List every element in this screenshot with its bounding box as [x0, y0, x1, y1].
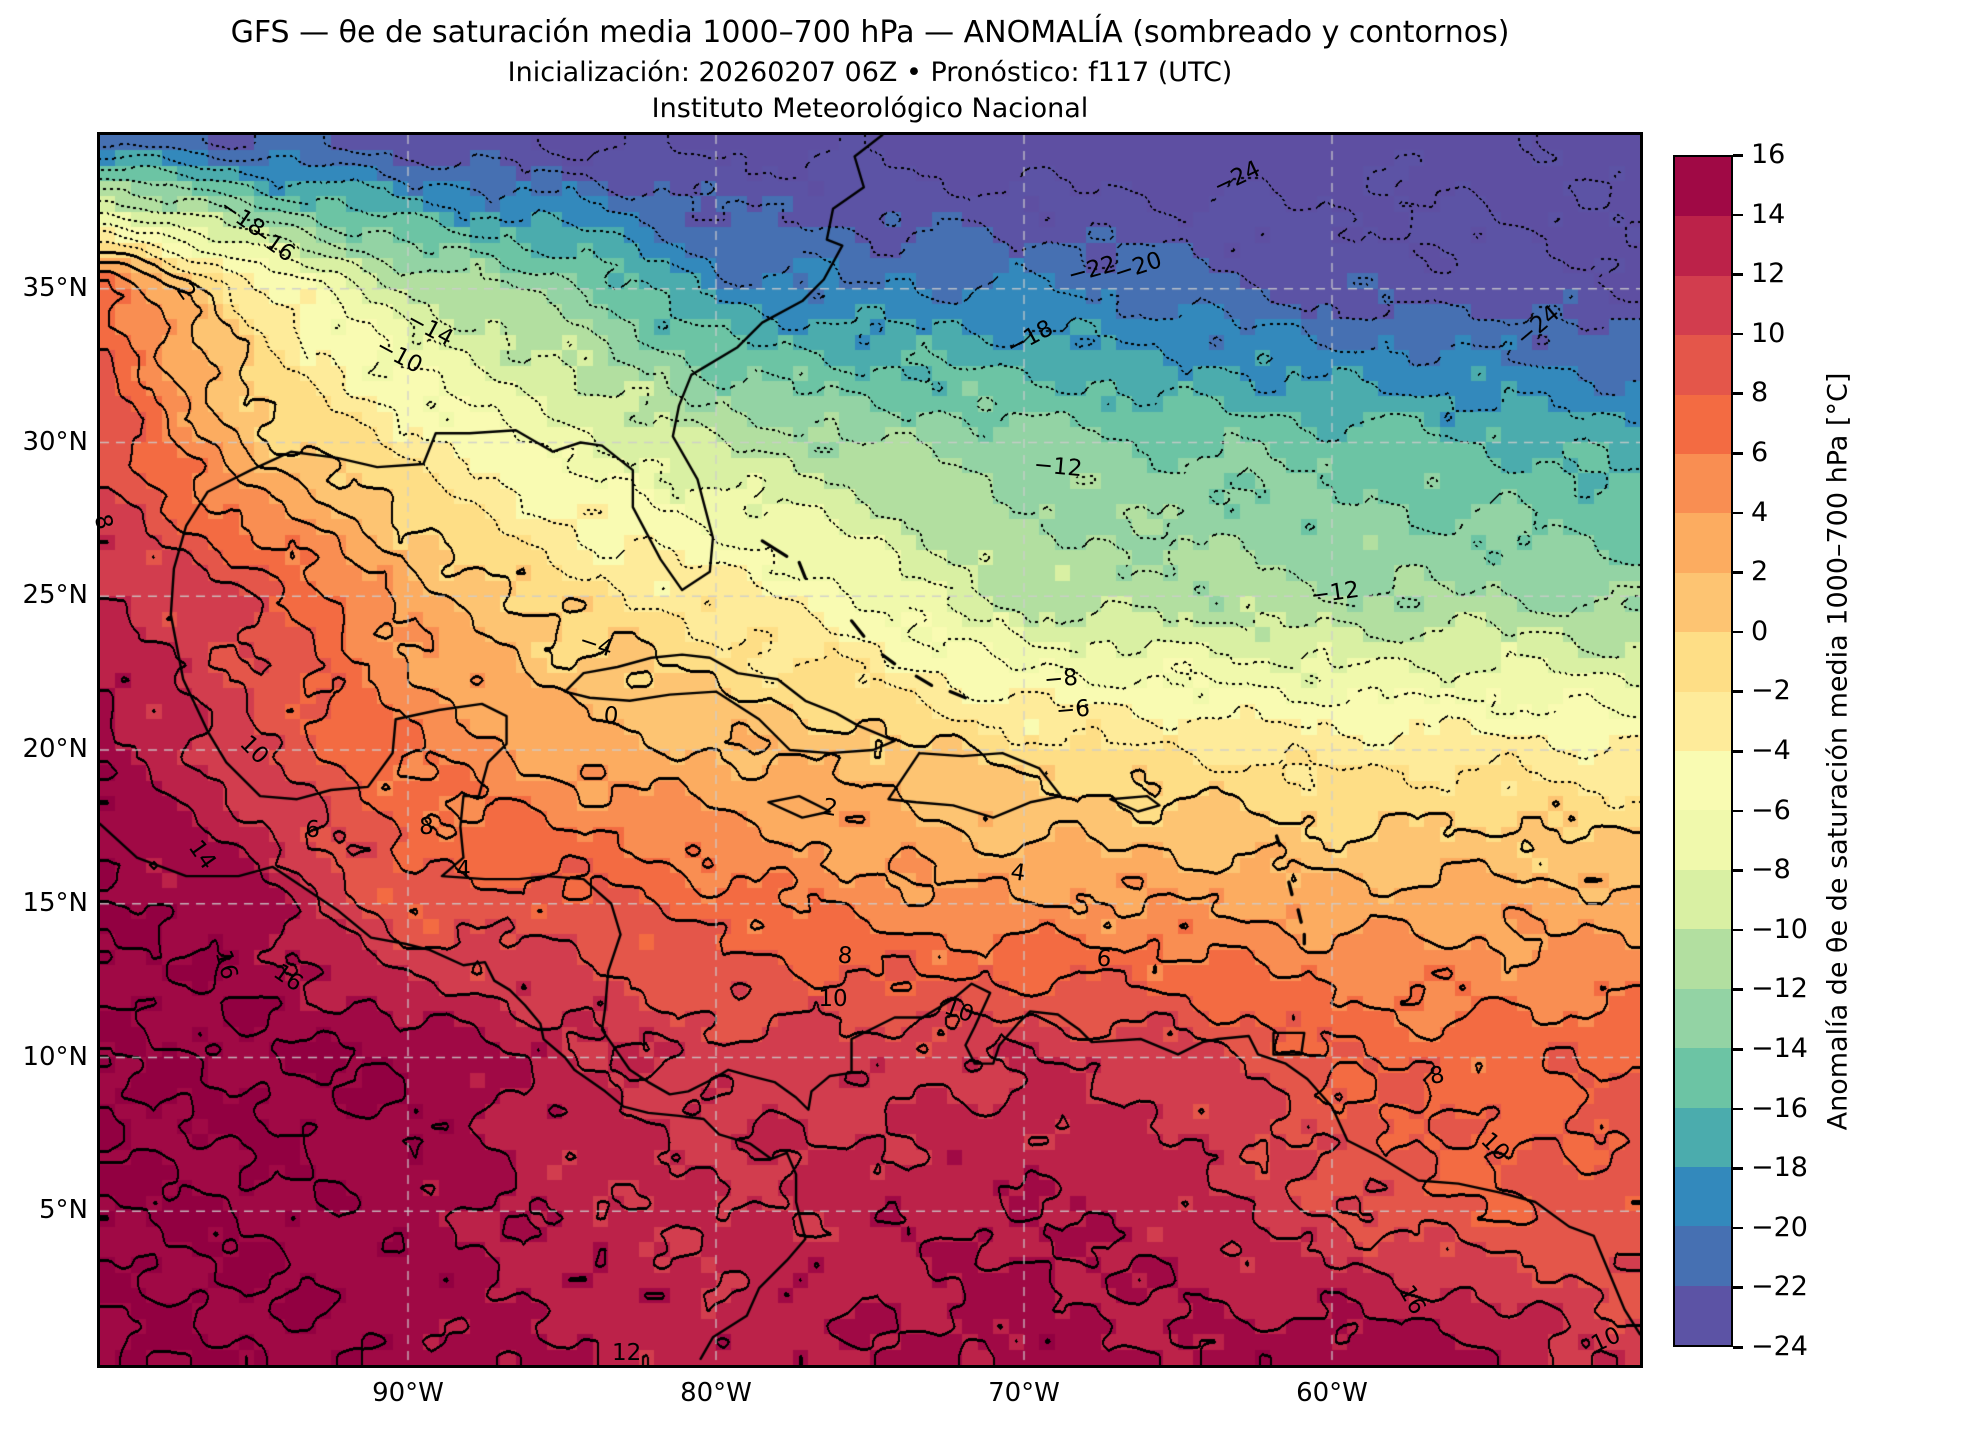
- contour-label: 6: [1095, 945, 1113, 973]
- contour-label: 0: [602, 702, 620, 730]
- colorbar-tickmark: [1733, 988, 1743, 991]
- colorbar-tick-label: −6: [1751, 794, 1791, 826]
- colorbar-tick-label: 4: [1751, 496, 1769, 528]
- lat-tick-label: 30°N: [22, 426, 88, 457]
- colorbar-segment: [1675, 275, 1731, 336]
- colorbar-segment: [1675, 513, 1731, 573]
- contour-label: 10: [818, 986, 848, 1013]
- contour-label: 12: [612, 1339, 642, 1366]
- colorbar-tick-label: −2: [1751, 675, 1791, 707]
- colorbar-tick-label: 2: [1751, 556, 1769, 588]
- contour-label: −8: [1042, 664, 1079, 694]
- colorbar-tick-label: −12: [1751, 973, 1808, 1005]
- colorbar-tick-label: −8: [1751, 854, 1791, 886]
- colorbar-tick-label: 0: [1751, 615, 1769, 647]
- colorbar-axis-label: Anomalía de θe de saturación media 1000–…: [1822, 372, 1854, 1131]
- lat-tick-label: 35°N: [22, 272, 88, 303]
- lon-tick-label: 70°W: [988, 1378, 1060, 1408]
- contour-label: −6: [1055, 695, 1092, 725]
- colorbar: [1673, 155, 1733, 1347]
- colorbar-tickmark: [1733, 1107, 1743, 1111]
- colorbar-segment: [1675, 632, 1731, 692]
- colorbar-segment: [1675, 1285, 1731, 1346]
- colorbar-tickmark: [1733, 571, 1743, 574]
- chart-subtitle-init-forecast: Inicialización: 20260207 06Z • Pronóstic…: [507, 56, 1233, 88]
- chart-titles: GFS — θe de saturación media 1000–700 hP…: [100, 14, 1640, 126]
- chart-subtitle-institute: Instituto Meteorológico Nacional: [651, 93, 1089, 125]
- colorbar-tickmark: [1733, 1286, 1743, 1289]
- colorbar-segment: [1675, 988, 1731, 1049]
- contour-label: 6: [305, 816, 320, 843]
- colorbar-segment: [1675, 691, 1731, 752]
- colorbar-segment: [1675, 1048, 1731, 1108]
- colorbar-segment: [1675, 810, 1731, 870]
- colorbar-tick-label: −20: [1751, 1211, 1808, 1243]
- colorbar-tickmark: [1733, 690, 1743, 693]
- lat-tick-label: 25°N: [22, 580, 88, 611]
- lon-tick-label: 80°W: [680, 1378, 752, 1408]
- colorbar-tickmark: [1733, 1167, 1743, 1170]
- colorbar-tickmark: [1733, 213, 1743, 217]
- colorbar-tick-label: 8: [1751, 377, 1769, 409]
- lat-tick-label: 15°N: [22, 887, 88, 918]
- colorbar-tick-label: 12: [1751, 258, 1786, 290]
- colorbar-tick-label: 10: [1751, 317, 1786, 349]
- colorbar-segment: [1675, 1226, 1731, 1286]
- colorbar-tickmark: [1733, 869, 1743, 872]
- colorbar-segment: [1675, 869, 1731, 930]
- colorbar-tickmark: [1733, 1048, 1743, 1051]
- contour-label: 8: [419, 813, 434, 840]
- colorbar-tickmark: [1733, 1226, 1743, 1230]
- lon-tick-label: 60°W: [1296, 1378, 1368, 1408]
- colorbar-tickmark: [1733, 452, 1743, 455]
- contour-map-canvas: [100, 135, 1640, 1365]
- colorbar-tickmark: [1733, 809, 1743, 813]
- colorbar-tick-label: −4: [1751, 735, 1791, 766]
- colorbar-tick-label: 16: [1751, 139, 1786, 170]
- colorbar-tick-label: −16: [1751, 1092, 1808, 1124]
- colorbar-tickmark: [1733, 1346, 1743, 1349]
- colorbar-tickmark: [1733, 511, 1743, 515]
- colorbar-tick-label: 6: [1751, 437, 1769, 468]
- colorbar-tick-label: 14: [1751, 198, 1786, 230]
- colorbar-segment: [1675, 572, 1731, 633]
- colorbar-tick-label: −10: [1751, 913, 1808, 945]
- lat-tick-label: 5°N: [39, 1195, 88, 1226]
- colorbar-segment: [1675, 751, 1731, 811]
- lon-tick-label: 90°W: [372, 1378, 444, 1408]
- chart-title: GFS — θe de saturación media 1000–700 hP…: [230, 15, 1510, 50]
- colorbar-tickmark: [1733, 273, 1743, 276]
- colorbar-segment: [1675, 157, 1731, 217]
- contour-label: 4: [456, 856, 471, 883]
- contour-label: −12: [1032, 452, 1084, 483]
- colorbar-tickmark: [1733, 630, 1743, 634]
- lat-tick-label: 20°N: [22, 734, 88, 764]
- colorbar-segment: [1675, 1107, 1731, 1167]
- colorbar-tickmark: [1733, 750, 1743, 753]
- lat-tick-label: 10°N: [22, 1041, 88, 1072]
- colorbar-tickmark: [1733, 392, 1743, 395]
- colorbar-segment: [1675, 394, 1731, 455]
- colorbar-segment: [1675, 929, 1731, 989]
- colorbar-tickmark: [1733, 332, 1743, 336]
- colorbar-segment: [1675, 216, 1731, 276]
- colorbar-segment: [1675, 454, 1731, 514]
- colorbar-tickmark: [1733, 154, 1743, 157]
- colorbar-tick-label: −14: [1751, 1033, 1808, 1064]
- colorbar-tick-label: −22: [1751, 1271, 1808, 1303]
- colorbar-segment: [1675, 335, 1731, 395]
- colorbar-segment: [1675, 1166, 1731, 1227]
- colorbar-tick-label: −24: [1751, 1331, 1808, 1362]
- colorbar-tickmark: [1733, 928, 1743, 932]
- colorbar-tick-label: −18: [1751, 1152, 1808, 1184]
- contour-label: 8: [836, 942, 854, 970]
- map-plot-area: −18 −16 2 −14 −10 −24 −22 −20 −18 −24 −12 −12 −8 −6 −4…: [89, 135, 1640, 1366]
